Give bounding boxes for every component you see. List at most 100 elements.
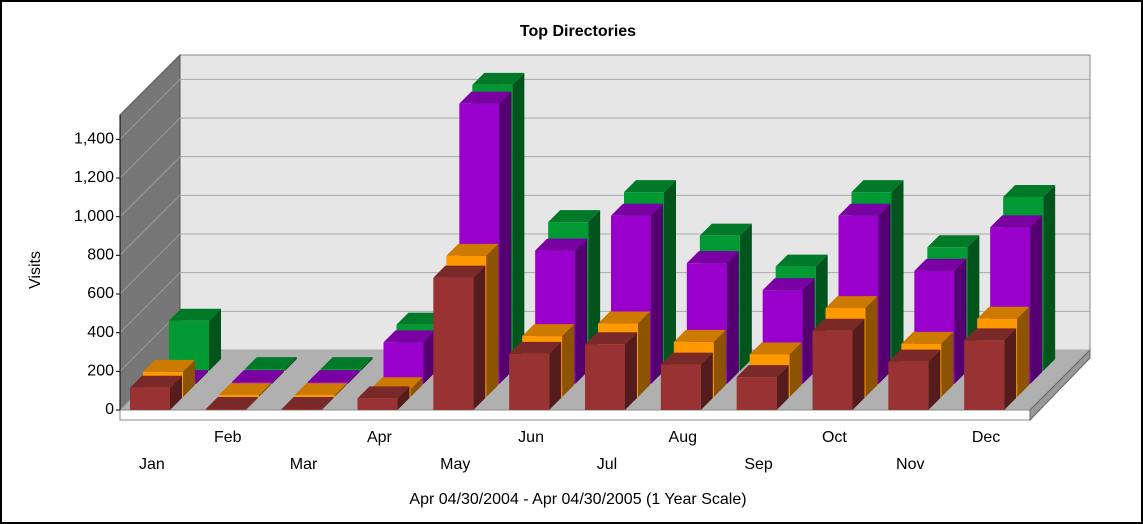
bar: [205, 397, 258, 410]
bar-top: [446, 243, 499, 256]
bar-side: [625, 332, 637, 410]
bar-side: [713, 329, 726, 397]
bar-side: [562, 324, 575, 397]
bar-front: [320, 369, 361, 371]
bar: [231, 370, 284, 384]
bar-side: [776, 365, 789, 410]
bar-top: [244, 357, 297, 370]
bar-side: [486, 243, 499, 397]
bar-top: [585, 332, 637, 345]
grid-line: [119, 117, 181, 179]
bar-top: [927, 235, 980, 248]
bar-side: [397, 386, 410, 410]
y-tick-label: 1,200: [74, 169, 114, 186]
y-tick-label: 0: [105, 401, 114, 418]
right-edge: [1029, 348, 1091, 422]
bar-top: [320, 357, 373, 370]
bar-top: [459, 91, 512, 104]
bar-side: [334, 383, 347, 397]
bar-front: [433, 277, 474, 410]
bar: [320, 357, 373, 371]
bar-top: [357, 386, 410, 399]
bar-front: [205, 409, 246, 410]
bar-front: [585, 344, 625, 410]
bar-side: [865, 296, 878, 397]
x-tick-label: Nov: [896, 456, 924, 473]
x-tick-label: Jan: [139, 456, 165, 473]
bar-top: [888, 349, 941, 362]
bar-top: [130, 375, 182, 388]
bar: [383, 330, 436, 384]
bar-top: [231, 370, 284, 383]
grid-line: [119, 156, 181, 218]
bar: [660, 352, 713, 410]
bar-top: [307, 370, 360, 383]
bar-front: [357, 398, 398, 410]
bar-top: [686, 251, 739, 264]
bar-top: [1003, 185, 1056, 197]
x-tick-label: Sep: [744, 456, 773, 473]
bar-top: [660, 352, 713, 365]
bar-side: [347, 370, 360, 384]
bar-side: [512, 72, 525, 371]
bar-side: [638, 311, 650, 397]
y-tick-label: 400: [87, 324, 114, 341]
bar-side: [423, 330, 436, 384]
bar-front: [244, 369, 285, 371]
bar-top: [624, 180, 676, 193]
bar-top: [812, 318, 865, 331]
bar-side: [891, 180, 904, 371]
bar: [357, 386, 410, 410]
bar-side: [739, 223, 752, 371]
bar-top: [964, 328, 1017, 341]
bar-side: [588, 210, 601, 371]
bar-side: [410, 377, 423, 397]
grid-line: [119, 78, 181, 140]
bar-side: [664, 180, 676, 371]
bar-front: [812, 330, 853, 410]
bar-side: [1030, 215, 1043, 384]
x-tick-label: Mar: [290, 456, 318, 473]
bar-top: [370, 377, 423, 390]
bar-side: [852, 318, 865, 410]
bar: [509, 341, 562, 410]
bar-top: [673, 329, 726, 342]
bar-top: [901, 331, 954, 344]
bar-side: [549, 341, 562, 410]
y-axis-title: Visits: [27, 251, 44, 289]
x-tick-label: Oct: [822, 429, 847, 446]
bar: [736, 365, 789, 410]
bar-front: [294, 395, 335, 397]
bar-side: [258, 383, 271, 397]
bar-side: [170, 375, 182, 410]
bar-side: [789, 342, 802, 397]
bar: [218, 383, 271, 397]
x-tick-label: Aug: [669, 429, 697, 446]
bar-front: [509, 353, 550, 410]
bar-side: [651, 203, 663, 384]
bar-side: [928, 349, 941, 410]
bar-top: [433, 265, 486, 278]
bar-front: [218, 395, 259, 397]
bar-side: [183, 359, 195, 397]
bar-top: [143, 359, 195, 372]
bar-top: [736, 365, 789, 378]
bar-side: [726, 251, 739, 384]
bar-top: [598, 311, 650, 324]
bar-side: [473, 265, 486, 410]
bar-front: [130, 387, 170, 410]
bar-top: [775, 254, 828, 267]
bar-side: [954, 258, 967, 384]
bar-top: [218, 383, 271, 396]
bar-front: [307, 382, 348, 384]
bar-side: [321, 397, 334, 410]
bar-side: [284, 357, 297, 371]
bar-top: [294, 383, 347, 396]
bar: [888, 349, 941, 410]
bar-side: [941, 331, 954, 397]
grid-line: [119, 233, 181, 295]
bar: [812, 318, 865, 410]
x-axis-title: Apr 04/30/2004 - Apr 04/30/2005 (1 Year …: [409, 491, 746, 508]
bar: [990, 215, 1043, 384]
